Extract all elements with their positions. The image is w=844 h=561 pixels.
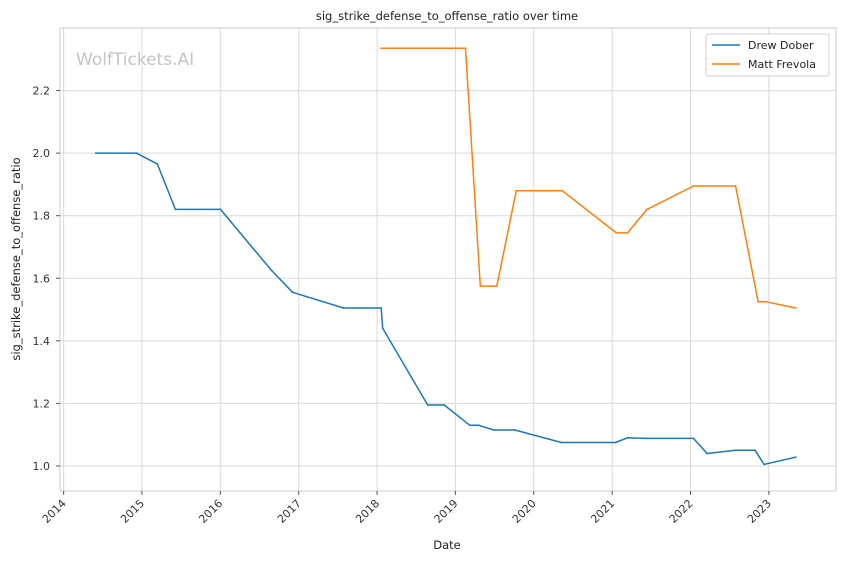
data-point-matt-frevola [495,285,498,287]
data-point-matt-frevola [515,189,518,192]
y-tick-label: 1.4 [33,335,51,348]
series-line-matt-frevola [381,47,796,309]
data-point-drew-dober [291,291,294,294]
data-point-drew-dober [135,152,138,155]
data-point-matt-frevola [615,232,618,234]
y-tick-label: 2.2 [33,85,51,98]
data-point-matt-frevola [734,185,737,187]
gridlines [60,28,836,491]
data-point-drew-dober [692,437,695,440]
y-tick-label: 1.0 [33,460,51,473]
data-point-matt-frevola [380,47,383,50]
data-point-drew-dober [560,441,563,444]
data-point-drew-dober [763,463,765,466]
series-layer [94,47,797,466]
data-point-drew-dober [270,269,273,272]
x-axis-label: Date [433,538,461,552]
data-point-drew-dober [754,449,756,452]
y-tick-label: 1.8 [33,210,51,223]
data-point-drew-dober [380,307,383,309]
data-point-drew-dober [443,404,446,406]
data-point-matt-frevola [626,232,629,234]
data-point-drew-dober [614,441,617,444]
data-point-matt-frevola [757,300,759,303]
data-point-drew-dober [342,307,345,309]
legend-label-matt-frevola: Matt Frevola [748,58,816,71]
y-axis-ticks: 1.0 1.2 1.4 1.6 1.8 2.0 2.2 [33,85,60,473]
legend: Drew Dober Matt Frevola [705,33,830,77]
data-point-drew-dober [794,456,797,459]
data-point-drew-dober [644,437,647,440]
data-point-drew-dober [426,404,429,406]
data-point-drew-dober [156,163,159,166]
data-point-drew-dober [468,424,471,427]
data-point-matt-frevola [561,189,564,192]
data-point-drew-dober [734,449,737,452]
data-point-drew-dober [219,208,222,211]
series-line-drew-dober [95,152,796,466]
watermark: WolfTickets.AI [76,50,194,70]
data-point-drew-dober [94,152,97,155]
y-tick-label: 2.0 [33,147,51,160]
chart-title: sig_strike_defense_to_offense_ratio over… [316,9,578,23]
data-point-drew-dober [626,436,629,439]
data-point-drew-dober [381,327,384,330]
data-point-matt-frevola [464,47,467,50]
plot-frame [59,27,837,492]
legend-label-drew-dober: Drew Dober [748,39,814,52]
y-tick-label: 1.6 [33,272,51,285]
data-point-drew-dober [477,424,480,427]
y-axis-label: sig_strike_defense_to_offense_ratio [9,157,23,360]
data-point-matt-frevola [794,307,797,309]
data-point-matt-frevola [764,300,767,303]
data-point-drew-dober [706,452,708,455]
data-point-matt-frevola [692,185,695,187]
data-point-matt-frevola [479,285,482,287]
data-point-matt-frevola [646,208,648,211]
data-point-drew-dober [513,429,516,431]
data-point-drew-dober [492,429,495,431]
y-tick-label: 1.2 [33,397,51,410]
data-point-drew-dober [174,208,177,211]
